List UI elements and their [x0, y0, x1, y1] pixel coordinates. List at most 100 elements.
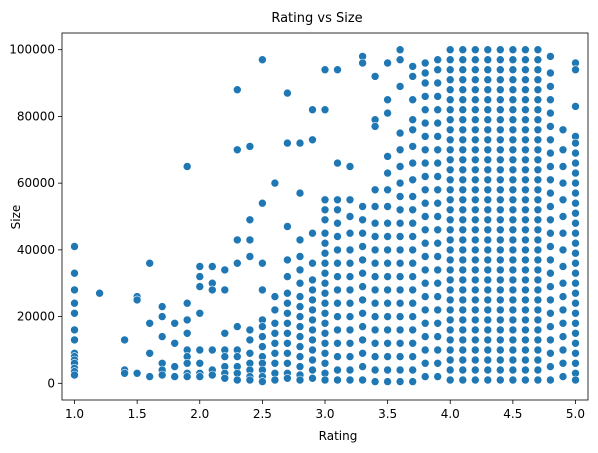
scatter-point [546, 135, 555, 145]
scatter-point [445, 155, 455, 165]
scatter-point [521, 345, 530, 355]
scatter-point [433, 278, 443, 288]
scatter-point [420, 238, 430, 248]
scatter-point [508, 135, 518, 145]
scatter-point [320, 375, 330, 385]
scatter-point [508, 165, 518, 175]
scatter-point [571, 102, 580, 111]
chart-title: Rating vs Size [271, 11, 362, 26]
scatter-point [383, 202, 392, 211]
scatter-point [358, 282, 367, 291]
scatter-point [145, 372, 154, 381]
scatter-point [571, 158, 580, 168]
scatter-point [295, 188, 305, 198]
scatter-point [533, 305, 543, 315]
scatter-point [295, 342, 305, 351]
scatter-point [458, 225, 468, 235]
scatter-point [470, 165, 480, 175]
scatter-point [558, 372, 568, 381]
scatter-point [533, 225, 543, 235]
scatter-point [308, 325, 317, 335]
scatter-point [470, 215, 480, 225]
scatter-point [383, 365, 392, 375]
scatter-point [433, 372, 443, 381]
scatter-point [333, 258, 342, 268]
scatter-point [245, 348, 255, 358]
scatter-point [408, 365, 418, 375]
scatter-point [358, 348, 367, 358]
scatter-point [445, 165, 455, 175]
scatter-point [470, 335, 480, 345]
scatter-point [320, 248, 330, 258]
scatter-point [383, 108, 392, 118]
scatter-point [521, 105, 530, 114]
scatter-point [283, 298, 292, 308]
scatter-point [395, 178, 405, 188]
scatter-point [420, 158, 430, 168]
scatter-point [283, 138, 292, 148]
scatter-point [546, 335, 555, 345]
scatter-point [508, 305, 518, 315]
scatter-point [508, 45, 518, 55]
scatter-point [295, 312, 305, 321]
scatter-point [408, 285, 418, 295]
scatter-point [408, 158, 418, 168]
scatter-point [521, 305, 530, 315]
scatter-point [308, 105, 317, 114]
scatter-point [495, 125, 505, 135]
scatter-point [458, 55, 468, 65]
scatter-point [295, 375, 305, 385]
scatter-point [483, 215, 493, 225]
scatter-point [195, 262, 205, 271]
scatter-point [383, 95, 392, 104]
scatter-point [521, 325, 530, 335]
scatter-point [358, 268, 367, 278]
scatter-point [458, 145, 468, 155]
x-tick-label: 4.0 [441, 407, 460, 421]
scatter-point [508, 285, 518, 295]
scatter-point [533, 55, 543, 65]
scatter-point [458, 195, 468, 205]
scatter-point [533, 175, 543, 185]
scatter-point [420, 132, 430, 141]
scatter-point [508, 345, 518, 355]
scatter-point [283, 272, 292, 281]
scatter-point [508, 315, 518, 325]
scatter-point [571, 328, 580, 338]
scatter-point [145, 258, 154, 268]
scatter-point [270, 338, 280, 348]
scatter-point [495, 195, 505, 205]
scatter-point [546, 215, 555, 225]
scatter-point [308, 275, 317, 285]
scatter-point [458, 75, 468, 84]
scatter-point [533, 315, 543, 325]
scatter-point [383, 272, 392, 281]
scatter-point [370, 298, 380, 308]
scatter-point [558, 332, 568, 341]
scatter-point [483, 225, 493, 235]
scatter-point [408, 258, 418, 268]
scatter-point [70, 335, 79, 345]
scatter-point [408, 62, 418, 71]
scatter-point [182, 298, 192, 308]
scatter-point [483, 305, 493, 315]
scatter-point [495, 55, 505, 65]
scatter-point [245, 252, 255, 261]
scatter-point [395, 232, 405, 241]
scatter-point [495, 355, 505, 365]
scatter-point [458, 335, 468, 345]
scatter-point [521, 285, 530, 295]
scatter-point [521, 195, 530, 205]
scatter-point [508, 65, 518, 74]
scatter-point [495, 145, 505, 155]
scatter-point [345, 352, 355, 361]
scatter-point [483, 345, 493, 355]
scatter-point [420, 358, 430, 368]
scatter-point [483, 135, 493, 145]
scatter-point [533, 65, 543, 74]
scatter-point [433, 345, 443, 355]
scatter-point [546, 108, 555, 118]
scatter-point [470, 245, 480, 255]
scatter-point [470, 125, 480, 135]
scatter-point [383, 325, 392, 335]
